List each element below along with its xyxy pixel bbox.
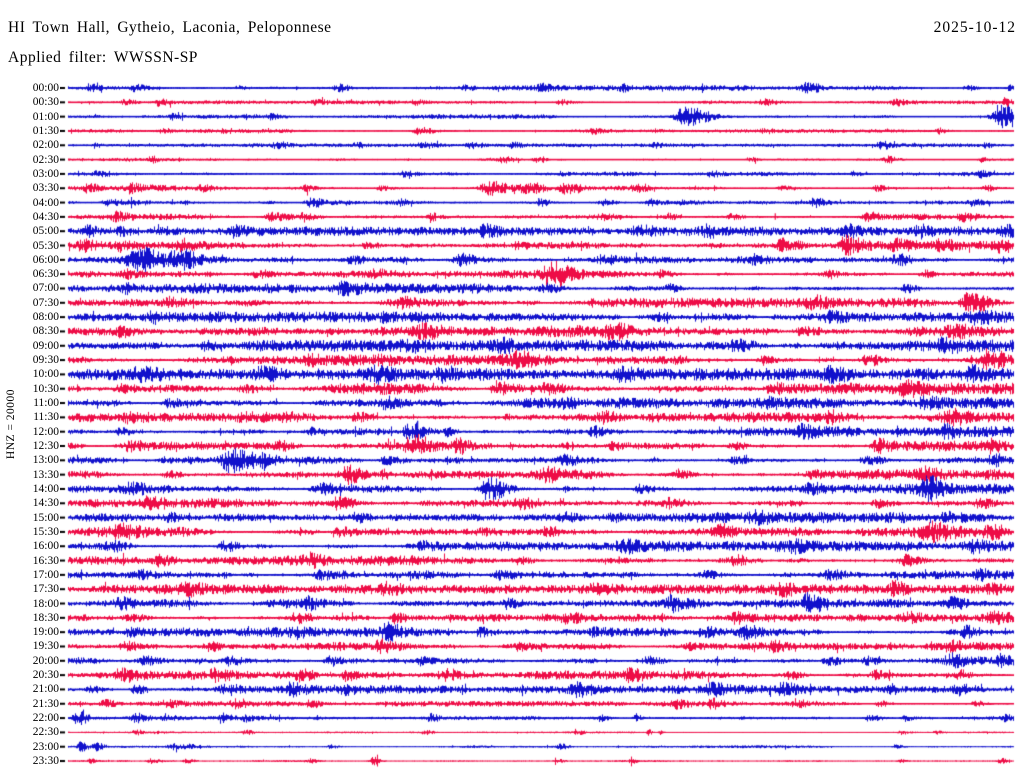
time-label: 17:30 — [32, 583, 59, 596]
time-label: 18:00 — [32, 597, 59, 610]
time-label: 07:30 — [32, 296, 59, 309]
time-label: 08:00 — [32, 311, 59, 324]
time-label: 00:30 — [32, 96, 59, 109]
time-label: 00:00 — [32, 82, 59, 94]
time-label: 05:30 — [32, 239, 59, 252]
time-label: 13:00 — [32, 454, 59, 467]
time-label: 09:30 — [32, 354, 59, 367]
time-label: 13:30 — [32, 468, 59, 481]
time-label: 14:00 — [32, 482, 59, 495]
time-label: 19:00 — [32, 626, 59, 639]
time-label: 06:00 — [32, 253, 59, 266]
time-label: 12:30 — [32, 440, 59, 452]
time-label: 10:30 — [32, 382, 59, 395]
time-label: 03:30 — [32, 182, 59, 195]
time-label: 17:00 — [32, 568, 59, 581]
helicorder-plot — [60, 78, 1018, 778]
time-label: 06:30 — [32, 268, 59, 281]
time-label: 23:00 — [32, 740, 59, 753]
time-label: 19:30 — [32, 640, 59, 653]
time-label: 20:00 — [32, 654, 59, 667]
time-label: 01:00 — [32, 110, 59, 123]
time-label: 02:30 — [32, 153, 59, 166]
time-label: 11:00 — [33, 397, 59, 410]
station-title: HI Town Hall, Gytheio, Laconia, Peloponn… — [8, 19, 332, 36]
time-label: 10:00 — [32, 368, 59, 381]
time-label: 20:30 — [32, 669, 59, 682]
time-label: 22:30 — [32, 726, 59, 739]
record-date: 2025-10-12 — [933, 19, 1016, 36]
time-label: 05:00 — [32, 225, 59, 238]
time-label: 03:00 — [32, 167, 59, 180]
time-label: 14:30 — [32, 497, 59, 510]
time-label: 04:00 — [32, 196, 59, 209]
time-label: 04:30 — [32, 210, 59, 223]
time-label: 16:30 — [32, 554, 59, 567]
time-label: 15:00 — [32, 511, 59, 524]
time-label: 01:30 — [32, 124, 59, 137]
time-label: 23:30 — [32, 755, 59, 768]
time-label: 22:00 — [32, 712, 59, 725]
time-label: 21:30 — [32, 697, 59, 710]
time-label: 16:00 — [32, 540, 59, 553]
time-label: 08:30 — [32, 325, 59, 338]
time-label: 18:30 — [32, 611, 59, 624]
time-label: 15:30 — [32, 525, 59, 538]
time-label: 02:00 — [32, 139, 59, 152]
time-label: 21:00 — [32, 683, 59, 696]
time-label: 11:30 — [33, 411, 59, 424]
time-label: 12:00 — [32, 425, 59, 438]
time-label: 07:00 — [32, 282, 59, 295]
filter-label: Applied filter: WWSSN-SP — [8, 49, 198, 66]
time-label: 09:00 — [32, 339, 59, 352]
